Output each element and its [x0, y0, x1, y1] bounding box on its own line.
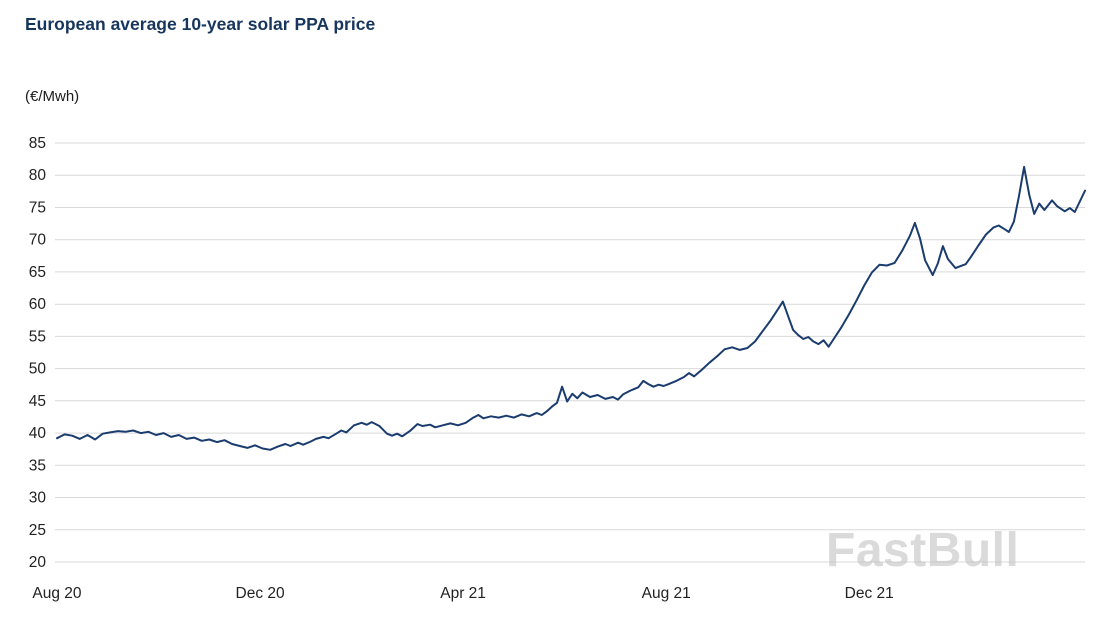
ppa-price-line-series: [56, 165, 1086, 451]
x-tick-label: Aug 20: [32, 585, 82, 602]
y-tick-label: 20: [29, 554, 47, 571]
y-tick-label: 25: [29, 522, 46, 539]
y-tick-label: 35: [29, 457, 46, 474]
y-tick-label: 60: [29, 296, 47, 313]
x-tick-label: Dec 20: [236, 585, 285, 602]
y-tick-label: 45: [29, 393, 46, 410]
y-tick-label: 85: [29, 135, 46, 152]
y-tick-label: 55: [29, 328, 46, 345]
y-tick-label: 50: [29, 361, 47, 378]
y-tick-label: 30: [29, 490, 47, 507]
y-axis-unit-label: (€/Mwh): [25, 88, 80, 105]
y-tick-label: 80: [29, 167, 47, 184]
y-tick-label: 40: [29, 425, 47, 442]
x-tick-label: Apr 21: [440, 585, 486, 602]
y-tick-label: 70: [29, 232, 47, 249]
y-tick-label: 65: [29, 264, 46, 281]
x-tick-label: Dec 21: [845, 585, 894, 602]
x-tick-label: Aug 21: [642, 585, 691, 602]
y-tick-label: 75: [29, 200, 46, 217]
chart-title: European average 10-year solar PPA price: [25, 14, 376, 34]
